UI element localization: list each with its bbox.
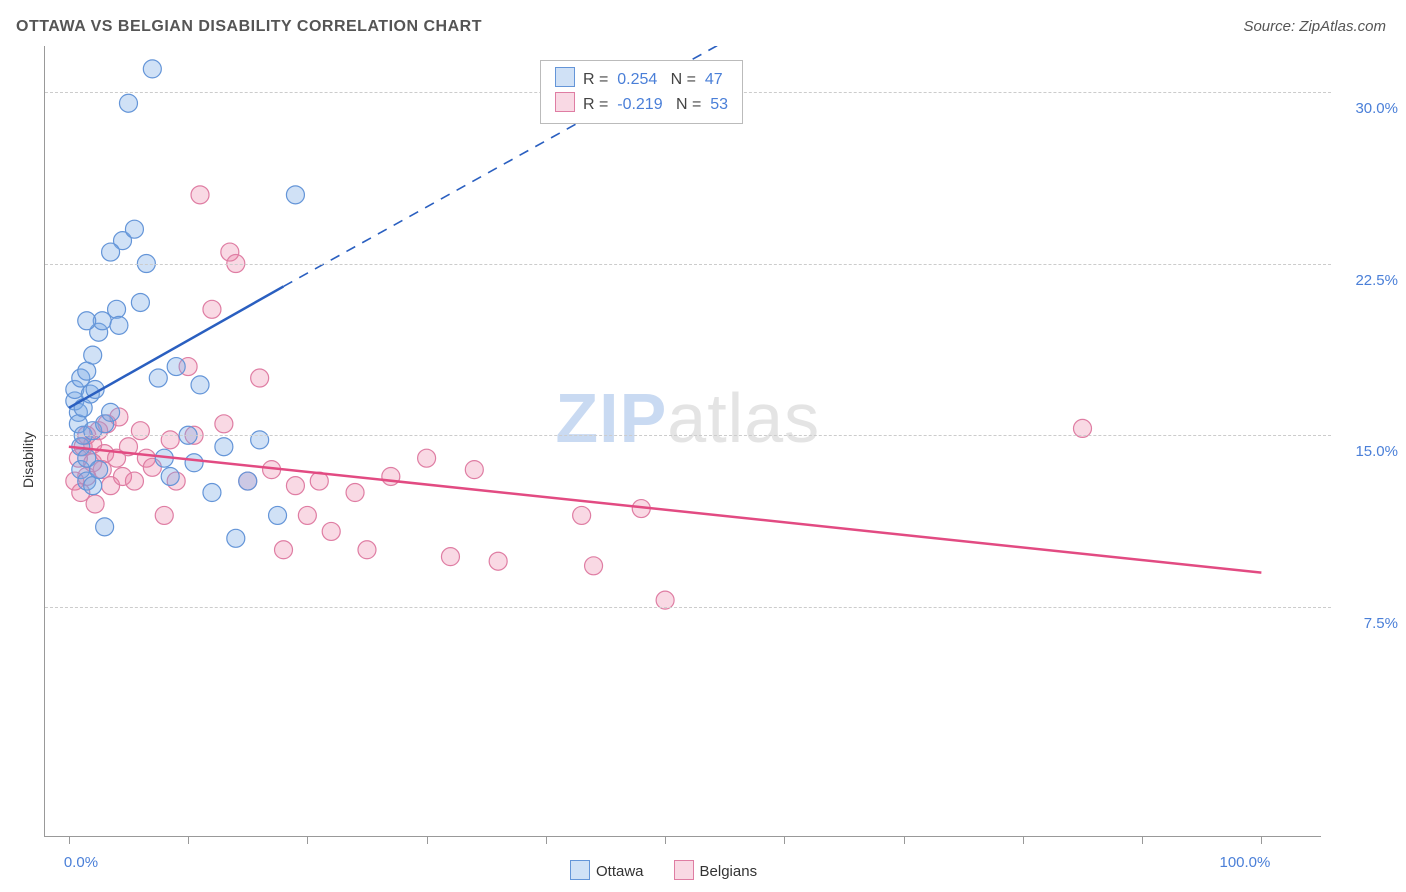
- y-tick-label: 30.0%: [1338, 100, 1398, 117]
- y-tick-label: 15.0%: [1338, 443, 1398, 460]
- ottawa-point: [110, 316, 128, 334]
- ottawa-point: [167, 358, 185, 376]
- ottawa-point: [227, 529, 245, 547]
- belgians-point: [86, 495, 104, 513]
- y-axis-label: Disability: [20, 432, 36, 488]
- x-tick-label: 100.0%: [1210, 854, 1270, 871]
- legend-n-label: N =: [671, 71, 696, 88]
- chart-title: OTTAWA VS BELGIAN DISABILITY CORRELATION…: [16, 18, 482, 36]
- x-tick: [307, 836, 308, 844]
- legend-swatch: [674, 860, 694, 880]
- belgians-point: [585, 557, 603, 575]
- plot-area: ZIPatlas: [44, 46, 1321, 837]
- legend-n-value: 53: [710, 96, 728, 113]
- x-tick: [1023, 836, 1024, 844]
- legend-item: Belgians: [674, 860, 758, 880]
- legend-item: Ottawa: [570, 860, 644, 880]
- legend-r-value: -0.219: [617, 96, 662, 113]
- ottawa-point: [96, 518, 114, 536]
- ottawa-point: [108, 300, 126, 318]
- source-label: Source: ZipAtlas.com: [1243, 18, 1386, 35]
- legend-series: Ottawa Belgians: [570, 860, 787, 880]
- belgians-point: [286, 477, 304, 495]
- x-tick: [784, 836, 785, 844]
- belgians-point: [155, 506, 173, 524]
- belgians-point: [298, 506, 316, 524]
- ottawa-point: [286, 186, 304, 204]
- ottawa-point: [215, 438, 233, 456]
- ottawa-point: [102, 403, 120, 421]
- ottawa-point: [269, 506, 287, 524]
- belgians-point: [131, 422, 149, 440]
- belgians-point: [215, 415, 233, 433]
- belgians-point: [125, 472, 143, 490]
- legend-swatch: [555, 67, 575, 87]
- belgians-point: [418, 449, 436, 467]
- x-tick: [665, 836, 666, 844]
- x-tick: [904, 836, 905, 844]
- x-tick: [69, 836, 70, 844]
- ottawa-point: [119, 94, 137, 112]
- belgians-point: [203, 300, 221, 318]
- ottawa-point: [90, 461, 108, 479]
- belgians-trend: [69, 447, 1262, 573]
- ottawa-point: [251, 431, 269, 449]
- belgians-point: [346, 484, 364, 502]
- belgians-point: [489, 552, 507, 570]
- ottawa-point: [143, 60, 161, 78]
- legend-stats-row: R = 0.254 N = 47: [555, 67, 728, 92]
- x-tick: [1261, 836, 1262, 844]
- legend-stats-row: R = -0.219 N = 53: [555, 92, 728, 117]
- legend-r-value: 0.254: [617, 71, 657, 88]
- x-tick: [188, 836, 189, 844]
- ottawa-point: [203, 484, 221, 502]
- belgians-point: [441, 548, 459, 566]
- belgians-point: [161, 431, 179, 449]
- ottawa-point: [239, 472, 257, 490]
- ottawa-point: [84, 477, 102, 495]
- legend-swatch: [570, 860, 590, 880]
- gridline: [45, 264, 1331, 265]
- y-tick-label: 22.5%: [1338, 272, 1398, 289]
- x-tick: [1142, 836, 1143, 844]
- ottawa-point: [125, 220, 143, 238]
- belgians-point: [382, 467, 400, 485]
- gridline: [45, 607, 1331, 608]
- legend-label: Ottawa: [596, 863, 644, 880]
- gridline: [45, 435, 1331, 436]
- ottawa-point: [84, 346, 102, 364]
- belgians-point: [322, 522, 340, 540]
- belgians-point: [358, 541, 376, 559]
- legend-n-value: 47: [705, 71, 723, 88]
- legend-swatch: [555, 92, 575, 112]
- x-tick: [427, 836, 428, 844]
- ottawa-point: [185, 454, 203, 472]
- ottawa-point: [191, 376, 209, 394]
- ottawa-point: [149, 369, 167, 387]
- chart-svg: [45, 46, 1321, 836]
- legend-n-label: N =: [676, 96, 701, 113]
- belgians-point: [191, 186, 209, 204]
- legend-r-label: R =: [583, 71, 608, 88]
- ottawa-trend-solid: [69, 286, 284, 407]
- ottawa-point: [161, 467, 179, 485]
- ottawa-point: [131, 293, 149, 311]
- legend-stats: R = 0.254 N = 47R = -0.219 N = 53: [540, 60, 743, 124]
- ottawa-point: [78, 362, 96, 380]
- ottawa-point: [102, 243, 120, 261]
- belgians-point: [573, 506, 591, 524]
- belgians-point: [275, 541, 293, 559]
- legend-label: Belgians: [700, 863, 758, 880]
- x-tick-label: 0.0%: [64, 854, 98, 871]
- belgians-point: [465, 461, 483, 479]
- legend-r-label: R =: [583, 96, 608, 113]
- x-tick: [546, 836, 547, 844]
- y-tick-label: 7.5%: [1338, 615, 1398, 632]
- ottawa-point: [78, 312, 96, 330]
- belgians-point: [251, 369, 269, 387]
